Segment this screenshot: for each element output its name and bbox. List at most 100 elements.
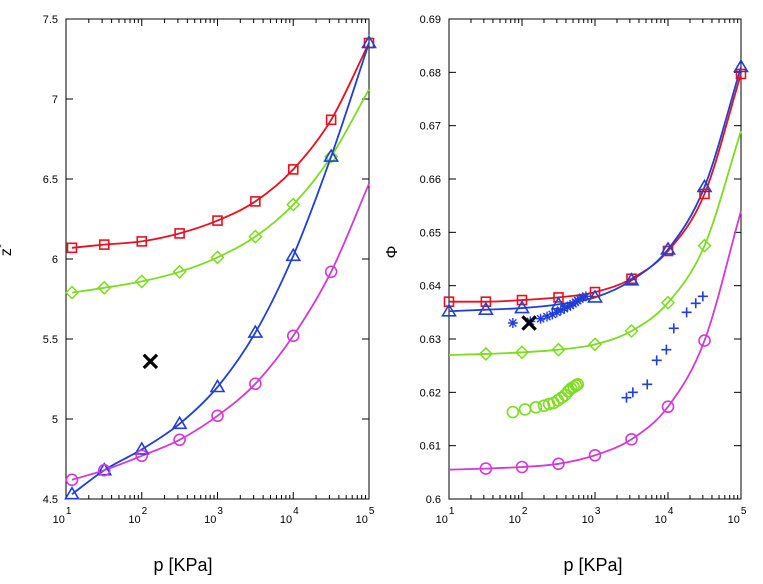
black-cross-point <box>142 353 159 370</box>
triangles-marker <box>323 148 340 162</box>
blue-asterisks-point <box>580 291 591 302</box>
blue-plus-point <box>651 355 662 366</box>
squares-marker <box>589 286 601 298</box>
blue-plus-point <box>642 379 653 390</box>
triangles-series-line <box>448 66 742 313</box>
circles-marker <box>211 409 224 423</box>
diamonds-marker <box>697 238 712 253</box>
x-tick-label: 103 <box>204 506 223 526</box>
x-tick-label: 104 <box>655 506 674 526</box>
squares-marker <box>212 215 223 226</box>
triangles-marker <box>587 289 603 303</box>
diamonds-marker <box>172 264 187 279</box>
x-tick-label: 105 <box>728 506 747 526</box>
blue-asterisks-point <box>507 318 518 328</box>
blue-plus-point <box>697 291 708 302</box>
triangles-marker <box>623 272 640 286</box>
blue-asterisks-point <box>555 305 566 316</box>
circles-marker <box>698 334 711 347</box>
green-open-circles-point <box>571 378 585 391</box>
blue-asterisks-point <box>535 313 546 324</box>
x-tick-label: 105 <box>356 506 375 526</box>
black-cross-point <box>521 315 537 331</box>
blue-asterisks-point <box>541 311 552 322</box>
diamonds-marker <box>624 323 639 339</box>
green-open-circles-point <box>555 391 569 404</box>
diamonds-marker <box>324 149 339 164</box>
circles-marker <box>479 462 493 475</box>
y-tick-label: 6 <box>52 254 58 266</box>
triangles-marker <box>171 415 188 430</box>
y-tick-label: 6.5 <box>43 174 58 186</box>
diamonds-marker <box>514 345 530 360</box>
circles-marker <box>515 460 529 474</box>
blue-asterisks-point <box>551 307 562 318</box>
blue-asterisks-point <box>565 300 576 311</box>
triangles-marker <box>96 462 113 476</box>
x-tick-label: 102 <box>128 506 147 526</box>
y-tick-label: 0.61 <box>420 441 441 453</box>
circles-marker <box>588 448 602 462</box>
plot-frame <box>448 18 742 500</box>
triangles-marker <box>133 441 150 455</box>
squares-marker <box>553 292 564 303</box>
triangles-series-line <box>71 42 370 495</box>
blue-asterisks-point <box>574 294 585 304</box>
triangles-marker <box>696 178 713 193</box>
y-tick-label: 0.69 <box>420 14 441 26</box>
triangles-marker <box>209 378 226 393</box>
circles-marker <box>661 400 675 414</box>
blue-plus-point <box>661 344 672 355</box>
squares-marker <box>66 242 78 254</box>
y-tick-label: 0.6 <box>426 494 441 506</box>
y-tick-label: 7 <box>52 94 58 106</box>
green-open-circles-point <box>506 405 520 419</box>
diamonds-marker <box>248 229 263 244</box>
y-tick-label: 0.66 <box>420 174 441 186</box>
right-x-axis-label: p [KPa] <box>563 555 622 575</box>
triangles-marker <box>285 247 302 262</box>
diamonds-marker <box>64 285 80 300</box>
x-tick-label: 102 <box>509 506 528 526</box>
diamonds-series-line <box>71 88 370 294</box>
x-tick-label: 104 <box>280 506 299 526</box>
squares-series-line <box>71 42 370 249</box>
squares-marker <box>98 239 110 250</box>
triangles-marker <box>247 324 264 338</box>
blue-asterisks-point <box>577 292 588 303</box>
y-tick-label: 0.62 <box>420 387 441 399</box>
y-tick-label: 0.68 <box>420 67 441 79</box>
y-tick-label: 5 <box>52 414 58 426</box>
circles-marker <box>135 449 149 463</box>
squares-marker <box>136 236 148 247</box>
squares-marker <box>516 294 528 306</box>
left-y-axis-label: z* <box>0 243 15 256</box>
circles-series-line <box>71 183 370 481</box>
blue-plus-point <box>668 323 679 334</box>
squares-marker <box>250 196 261 207</box>
triangles-marker <box>514 299 530 314</box>
circles-marker <box>625 432 638 446</box>
circles-marker <box>173 433 186 447</box>
y-tick-label: 7.5 <box>43 14 58 26</box>
blue-plus-point <box>681 307 692 318</box>
y-tick-label: 0.64 <box>420 281 441 293</box>
plot-frame <box>65 18 370 500</box>
triangles-marker <box>361 34 377 49</box>
circles-marker <box>286 329 300 343</box>
y-tick-label: 0.67 <box>420 121 441 133</box>
y-tick-label: 0.65 <box>420 227 441 239</box>
blue-plus-point <box>621 392 632 403</box>
blue-plus-point <box>690 298 701 309</box>
diamonds-marker <box>660 295 676 310</box>
diamonds-marker <box>210 250 225 265</box>
y-tick-label: 0.63 <box>420 334 441 346</box>
circles-marker <box>324 265 338 279</box>
x-tick-label: 101 <box>53 506 72 526</box>
squares-marker <box>735 68 747 80</box>
squares-marker <box>480 296 492 307</box>
circles-marker <box>249 377 262 391</box>
right-panel-phi: Φ p [KPa] 0.6 0.61 0.62 0.63 0.64 0.65 0.66 0.6… <box>384 14 749 575</box>
y-tick-label: 4.5 <box>43 494 58 506</box>
